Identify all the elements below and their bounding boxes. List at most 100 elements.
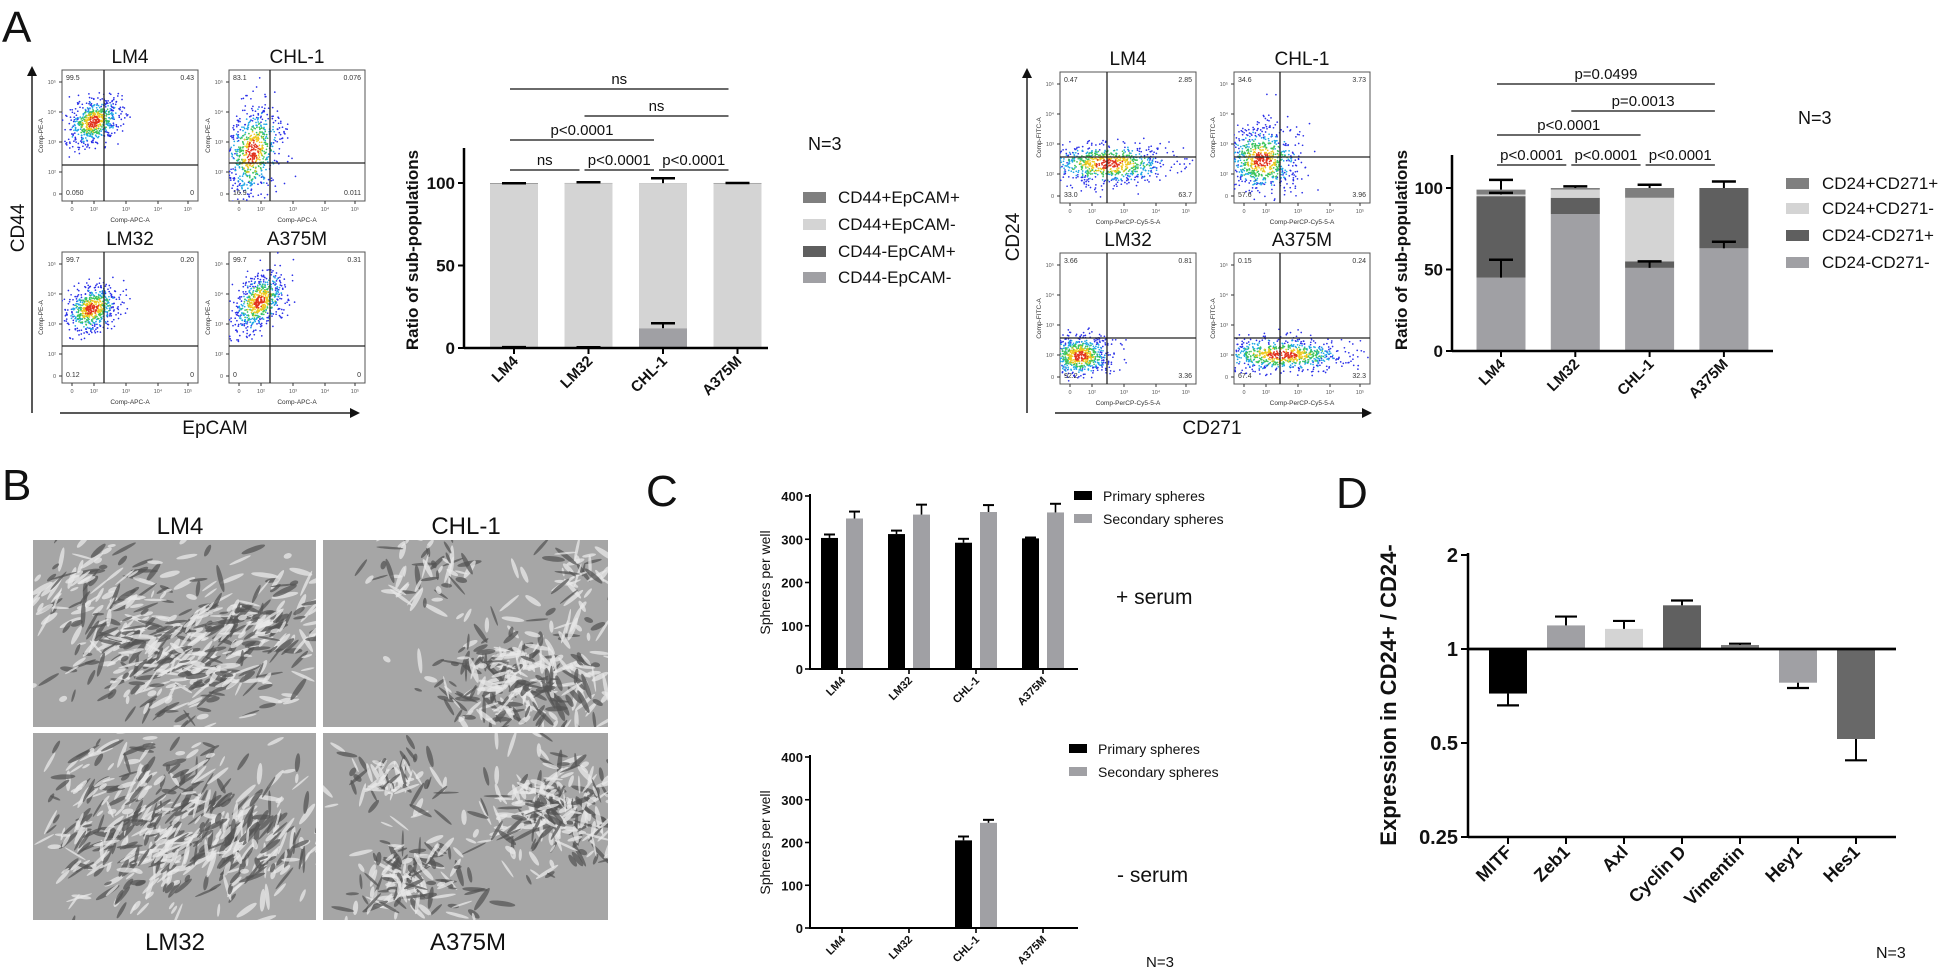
flow-event-dot	[243, 160, 246, 162]
flow-event-dot	[247, 148, 250, 150]
flow-event-dot	[242, 152, 244, 155]
flow-event-dot	[1300, 161, 1303, 164]
flow-event-dot	[1277, 150, 1280, 153]
flow-event-dot	[1260, 137, 1263, 139]
flow-event-dot	[260, 169, 263, 172]
flow-event-dot	[1284, 150, 1287, 152]
flow-event-dot	[264, 93, 266, 96]
flow-event-dot	[1085, 361, 1088, 364]
flow-event-dot	[71, 311, 73, 314]
event-cloud	[62, 276, 131, 341]
flow-event-dot	[229, 174, 231, 177]
flow-event-dot	[1147, 157, 1150, 160]
flow-event-dot	[235, 115, 238, 118]
flow-event-dot	[1129, 160, 1132, 163]
flow-event-dot	[108, 309, 110, 312]
flow-event-dot	[231, 187, 233, 190]
flow-event-dot	[243, 302, 245, 305]
flow-event-dot	[1066, 362, 1069, 364]
flow-event-dot	[264, 293, 267, 295]
flow-event-dot	[1073, 374, 1076, 377]
flow-event-dot	[1064, 366, 1067, 368]
flow-event-dot	[96, 300, 98, 303]
flow-event-dot	[260, 181, 263, 184]
flow-event-dot	[272, 179, 274, 181]
flow-event-dot	[1064, 350, 1067, 353]
flow-event-dot	[1042, 359, 1044, 361]
flow-event-dot	[1247, 152, 1250, 155]
flow-event-dot	[262, 279, 265, 281]
flow-event-dot	[1247, 143, 1250, 145]
flow-event-dot	[1270, 164, 1273, 167]
flow-event-dot	[280, 292, 283, 295]
flow-event-dot	[1111, 178, 1113, 181]
flow-event-dot	[259, 308, 262, 310]
flow-event-dot	[71, 308, 73, 311]
flow-event-dot	[84, 312, 87, 315]
quadrant-value-ll: 33.0	[1064, 192, 1078, 199]
flow-event-dot	[104, 291, 107, 294]
flow-event-dot	[1244, 161, 1247, 164]
flow-event-dot	[1102, 349, 1104, 352]
flow-event-dot	[90, 102, 93, 105]
flow-event-dot	[1064, 356, 1067, 358]
flow-event-dot	[250, 165, 253, 168]
flow-event-dot	[250, 304, 252, 307]
flow-event-dot	[276, 298, 278, 301]
flow-event-dot	[72, 298, 74, 301]
flow-event-dot	[1082, 331, 1085, 334]
flow-event-dot	[254, 275, 257, 278]
flow-event-dot	[83, 303, 86, 306]
flow-event-dot	[1264, 178, 1267, 181]
flow-event-dot	[1062, 356, 1065, 359]
flow-event-dot	[259, 325, 262, 328]
flow-event-dot	[261, 286, 264, 288]
flow-event-dot	[1108, 164, 1111, 167]
flow-event-dot	[1239, 178, 1242, 181]
flow-event-dot	[94, 116, 96, 118]
flow-event-dot	[1125, 179, 1128, 182]
flow-event-dot	[261, 146, 264, 148]
flow-event-dot	[1293, 174, 1295, 176]
flow-event-dot	[1084, 174, 1087, 177]
flow-event-dot	[1056, 338, 1058, 340]
flow-event-dot	[248, 301, 251, 304]
flow-event-dot	[1267, 114, 1270, 117]
flow-event-dot	[244, 105, 247, 107]
flow-event-dot	[276, 289, 279, 291]
flow-event-dot	[257, 114, 260, 116]
flow-event-dot	[108, 295, 110, 298]
flow-event-dot	[121, 130, 124, 132]
flow-event-dot	[1068, 348, 1071, 351]
flow-event-dot	[263, 296, 266, 299]
flow-event-dot	[85, 117, 88, 119]
flow-event-dot	[1067, 159, 1070, 162]
flow-event-dot	[1241, 150, 1244, 153]
flow-event-dot	[1264, 153, 1266, 155]
flow-event-dot	[100, 297, 103, 299]
flow-event-dot	[1122, 140, 1125, 143]
flow-event-dot	[1252, 126, 1254, 129]
flow-event-dot	[280, 274, 283, 276]
flow-event-dot	[118, 298, 121, 300]
flow-event-dot	[1145, 149, 1148, 151]
flow-event-dot	[1104, 152, 1106, 155]
flow-event-dot	[250, 287, 253, 290]
flow-event-dot	[236, 150, 239, 153]
flow-event-dot	[270, 149, 273, 151]
flow-event-dot	[255, 136, 257, 138]
flow-event-dot	[254, 118, 256, 121]
flow-event-dot	[108, 298, 111, 301]
flow-event-dot	[1281, 150, 1283, 153]
flow-event-dot	[1250, 132, 1252, 135]
flow-event-dot	[1230, 179, 1232, 181]
flow-event-dot	[1135, 153, 1137, 156]
flow-event-dot	[117, 92, 120, 95]
flow-event-dot	[126, 307, 129, 310]
flow-event-dot	[265, 182, 268, 185]
flow-event-dot	[1098, 356, 1101, 359]
flow-event-dot	[1132, 165, 1135, 168]
flow-event-dot	[1235, 164, 1238, 167]
flow-event-dot	[236, 302, 238, 304]
flow-event-dot	[235, 125, 238, 128]
